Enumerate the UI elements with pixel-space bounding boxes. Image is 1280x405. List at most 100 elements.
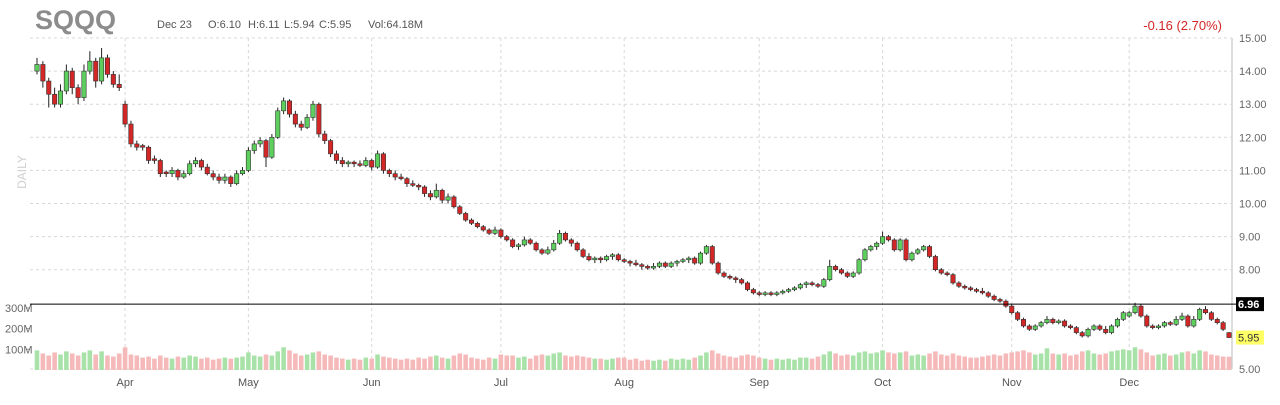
volume-bar (680, 358, 686, 370)
header-info: L:5.94 (284, 19, 315, 31)
volume-bar (434, 355, 439, 370)
candle-body (234, 173, 240, 184)
candle-body (1150, 325, 1156, 328)
candle-body (486, 229, 492, 234)
volume-bar (187, 355, 192, 370)
candle-body (128, 123, 134, 145)
candle-body (639, 264, 645, 267)
header-info: O:6.10 (208, 19, 241, 31)
volume-bar (134, 355, 140, 370)
candle-body (445, 196, 451, 201)
candle-body (868, 246, 874, 251)
volume-bar (116, 353, 122, 370)
volume-bar (721, 355, 727, 370)
volume-bar (1179, 352, 1185, 370)
candle-body (104, 57, 110, 75)
candle-body (627, 261, 633, 264)
candle-body (609, 254, 615, 257)
candle-body (433, 189, 439, 198)
y-tick-label: 15.00 (1239, 33, 1267, 45)
volume-bar (269, 355, 275, 370)
volume-bar (1209, 354, 1214, 370)
candle-body (322, 133, 328, 141)
volume-bar (152, 358, 157, 370)
candle-body (1079, 332, 1085, 337)
candle-body (780, 290, 786, 294)
volume-bar (81, 352, 87, 370)
candle-body (568, 239, 574, 244)
volume-bar (545, 355, 551, 370)
volume-bar (980, 356, 985, 370)
candle-body (1173, 319, 1179, 325)
candle-body (756, 292, 762, 295)
candle-body (1203, 309, 1209, 314)
candle-body (915, 249, 921, 254)
candle-body (1179, 315, 1185, 320)
volume-bar (803, 357, 809, 370)
candle-body (803, 282, 809, 285)
candle-body (944, 272, 950, 275)
volume-bar (627, 359, 633, 370)
volume-bar (163, 357, 169, 370)
volume-bar (498, 354, 504, 370)
volume-bar (46, 355, 52, 370)
candle-body (134, 143, 140, 148)
volume-bar (1097, 354, 1103, 370)
candle-body (615, 254, 621, 261)
candle-body (69, 70, 75, 88)
volume-bar (199, 358, 204, 370)
volume-bar (34, 350, 40, 370)
candle-body (46, 80, 52, 95)
candle-body (157, 160, 163, 175)
candle-body (87, 60, 93, 72)
candle-body (116, 84, 122, 88)
volume-bar (140, 357, 145, 370)
candle-body (345, 161, 351, 165)
candle-body (1220, 322, 1226, 330)
volume-bar (469, 357, 474, 370)
candle-body (938, 269, 944, 274)
candle-body (586, 256, 592, 261)
volume-bar (228, 358, 234, 370)
candle-body (181, 173, 187, 178)
volume-bar (275, 351, 281, 370)
volume-bar (533, 355, 539, 370)
candle-body (1091, 325, 1097, 330)
candle-body (1191, 319, 1197, 327)
candle-body (979, 290, 985, 294)
y-tick-label: 5.00 (1239, 364, 1260, 376)
candle-body (897, 239, 903, 251)
volume-bar (985, 355, 991, 370)
volume-bar (310, 352, 316, 370)
candle-body (163, 171, 169, 175)
volume-bar (287, 350, 292, 370)
price-line-label: 6.96 (1238, 299, 1259, 311)
volume-bar (1068, 355, 1073, 370)
volume-bar (1126, 350, 1132, 370)
candle-body (439, 189, 445, 201)
candle-body (821, 279, 827, 287)
volume-bar (633, 358, 639, 370)
volume-bar (381, 356, 386, 370)
volume-bar (880, 350, 885, 370)
candle-body (498, 229, 504, 237)
volume-bar (1167, 355, 1173, 370)
volume-bar (193, 356, 198, 370)
candle-body (292, 113, 298, 125)
y-tick-label: 10.00 (1239, 199, 1267, 211)
candle-body (169, 170, 175, 175)
volume-bar (674, 359, 680, 370)
candle-body (891, 239, 897, 251)
volume-bar (598, 358, 603, 370)
candle-body (398, 176, 404, 179)
candle-body (1120, 312, 1126, 320)
candle-body (404, 178, 410, 184)
candle-body (269, 137, 275, 158)
volume-bar (375, 354, 380, 370)
candle-body (1009, 305, 1015, 314)
candle-body (357, 163, 363, 166)
volume-bar (1162, 353, 1167, 370)
candle-body (791, 287, 797, 290)
candle-body (504, 236, 510, 241)
candle-body (604, 256, 610, 261)
